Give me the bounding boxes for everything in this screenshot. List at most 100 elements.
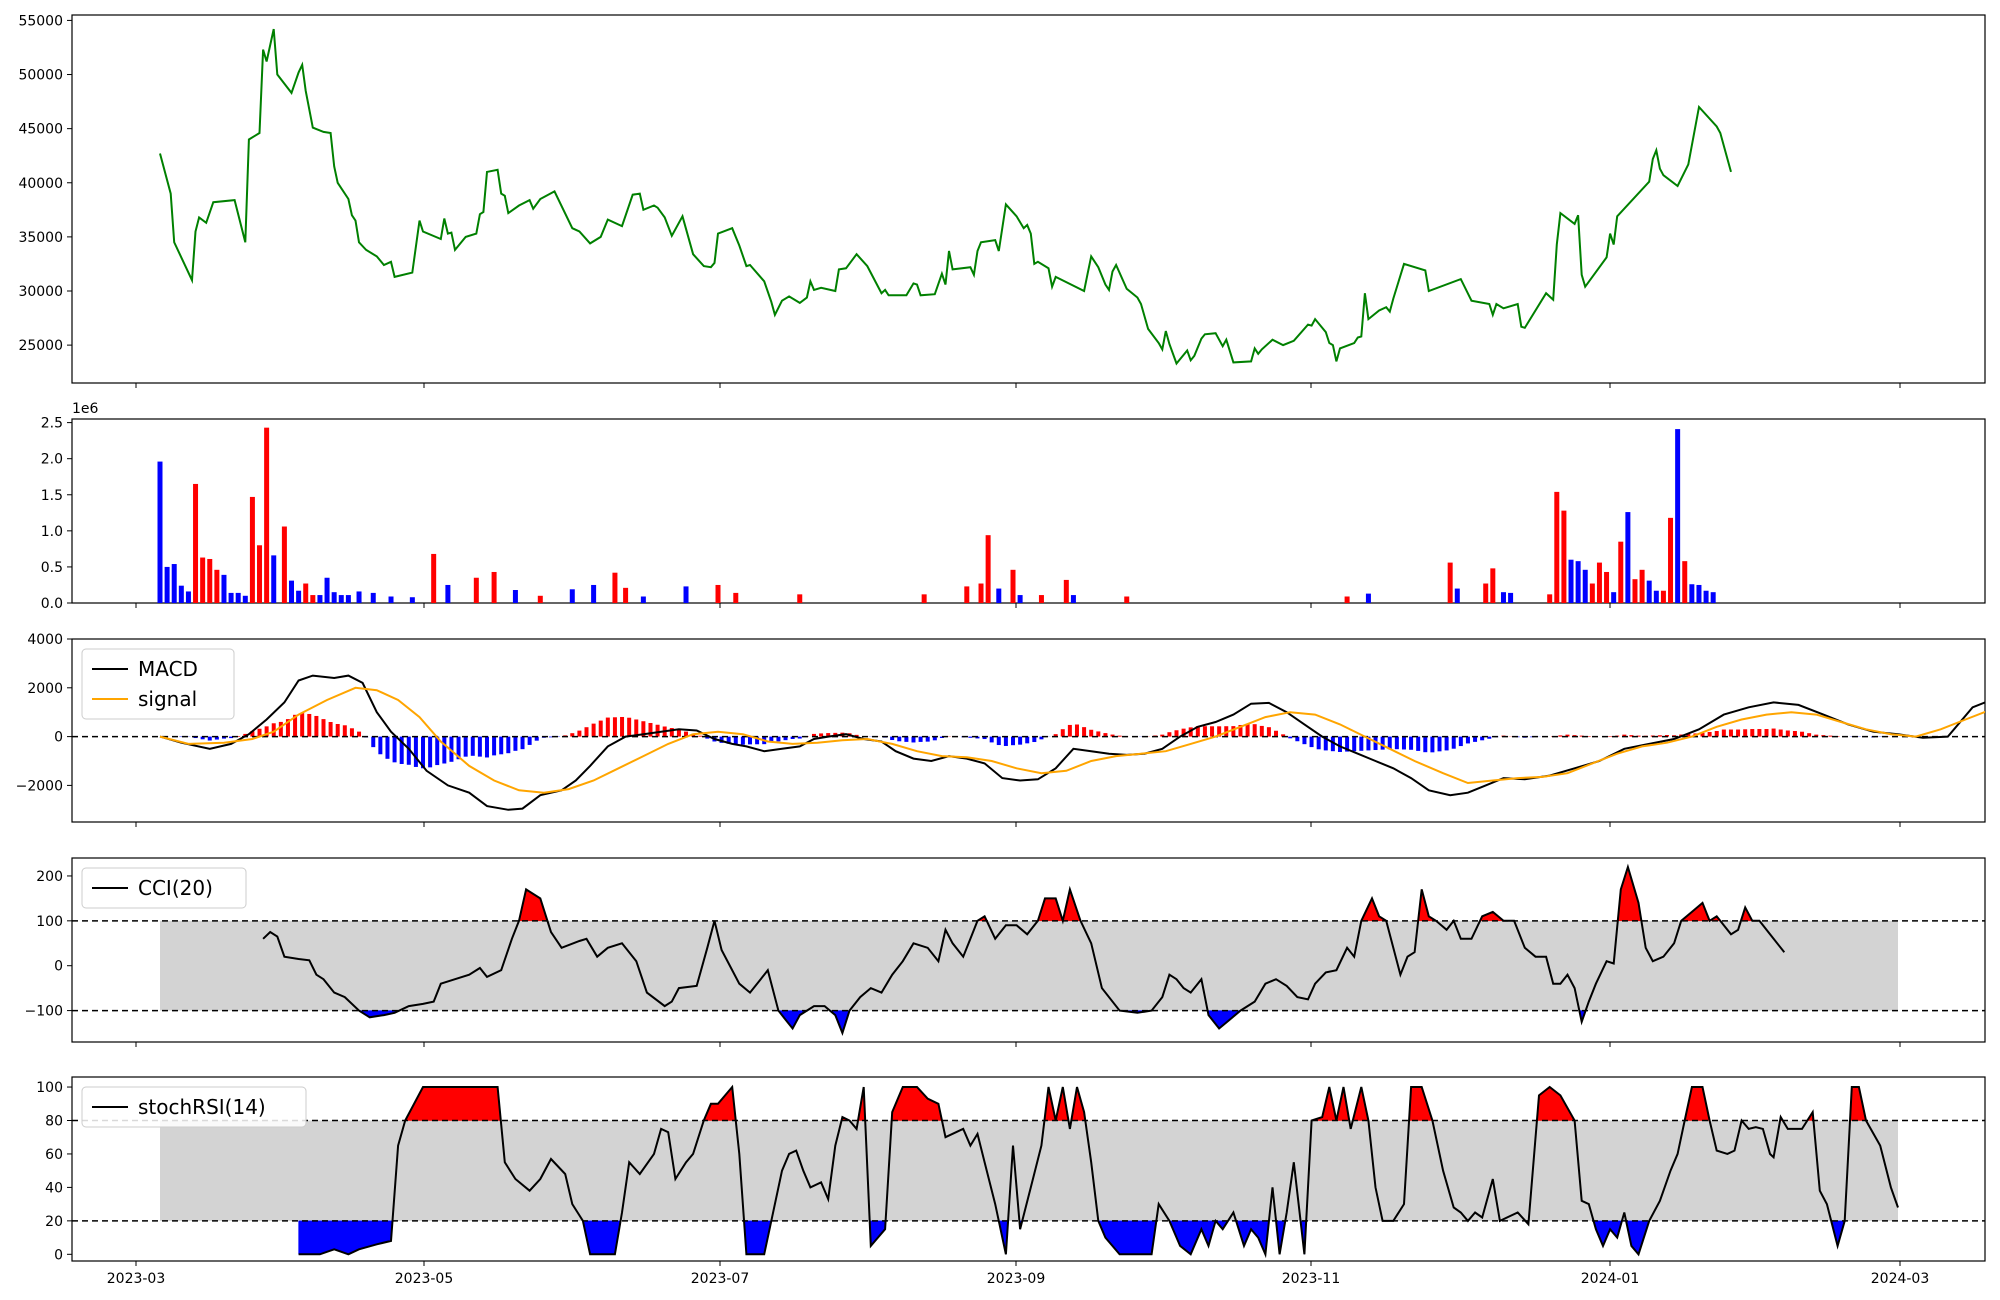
volume-bar (683, 586, 689, 603)
legend: MACD signal (81, 648, 235, 720)
legend-box (81, 867, 247, 909)
macd-histogram-bar (342, 725, 347, 737)
volume-bar (733, 592, 739, 603)
macd-histogram-bar (1380, 736, 1385, 750)
macd-histogram-bar (1636, 735, 1641, 737)
volume-bar (257, 545, 263, 603)
macd-plot (72, 674, 1985, 811)
macd-histogram-bar (747, 736, 752, 745)
y-tick-label: 20 (45, 1214, 63, 1230)
macd-histogram-bar (1387, 736, 1392, 750)
macd-histogram-bar (1174, 730, 1179, 737)
volume-bar (356, 591, 362, 603)
macd-histogram-bar (1032, 736, 1037, 743)
macd-histogram-bar (676, 729, 681, 737)
macd-histogram-bar (1714, 730, 1719, 737)
volume-bar (1675, 429, 1681, 603)
volume-bar (431, 553, 437, 603)
volume-bar (303, 583, 309, 603)
macd-histogram-bar (1323, 736, 1328, 751)
macd-histogram-bar (1025, 736, 1030, 744)
y-tick-label: 0 (54, 959, 63, 975)
y-tick-label: 2000 (27, 681, 63, 697)
macd-histogram-bar (321, 719, 326, 737)
panel-4-frame (71, 1076, 1986, 1262)
volume-bar (1582, 569, 1588, 603)
volume-bar (164, 566, 170, 603)
macd-histogram-bar (349, 728, 354, 737)
macd-histogram-bar (1181, 728, 1186, 737)
volume-bar (289, 580, 295, 603)
macd-histogram-bar (1202, 726, 1207, 737)
macd-histogram-bar (1011, 736, 1016, 746)
macd-histogram-bar (1401, 736, 1406, 750)
macd-histogram-bar (357, 731, 362, 737)
price-line (159, 28, 1732, 366)
macd-histogram-bar (1800, 731, 1805, 737)
macd-histogram-bar (1458, 736, 1463, 747)
macd-histogram-bar (975, 736, 980, 739)
macd-histogram-bar (797, 736, 802, 739)
y-tick-label: 0 (54, 730, 63, 746)
macd-histogram-bar (1529, 736, 1534, 738)
macd-histogram-bar (1210, 726, 1215, 737)
macd-line (159, 674, 1985, 811)
macd-histogram-bar (520, 736, 525, 750)
cci-line (262, 863, 1786, 1036)
macd-histogram-bar (236, 736, 241, 737)
macd-histogram-bar (1245, 723, 1250, 737)
macd-histogram-bar (1053, 734, 1058, 737)
panel-1-frame (71, 418, 1986, 604)
macd-histogram-bar (392, 736, 397, 763)
macd-histogram-bar (1664, 735, 1669, 737)
macd-histogram-bar (1352, 736, 1357, 752)
macd-histogram-bar (534, 736, 539, 741)
macd-histogram-bar (1473, 736, 1478, 742)
volume-bar (1038, 595, 1044, 603)
volume-bar (228, 592, 234, 603)
volume-bar (512, 590, 518, 603)
macd-histogram-bar (783, 736, 788, 741)
volume-bar (1490, 568, 1496, 603)
volume-bar (612, 572, 618, 603)
volume-bar (1070, 595, 1076, 603)
macd-histogram-bar (890, 736, 895, 741)
y-tick-label: 40000 (18, 176, 63, 192)
macd-histogram-bar (1728, 729, 1733, 737)
macd-histogram-bar (1316, 736, 1321, 750)
macd-histogram-bar (463, 736, 468, 757)
macd-histogram-bar (1828, 735, 1833, 737)
legend: CCI(20) (81, 867, 247, 909)
macd-histogram-bar (221, 736, 226, 739)
x-tick-label: 2024-01 (1581, 1271, 1640, 1287)
macd-histogram-bar (1430, 736, 1435, 753)
panel-2-frame (71, 638, 1986, 823)
y-tick-label: 45000 (18, 122, 63, 138)
volume-bar (409, 597, 415, 603)
macd-histogram-bar (1394, 736, 1399, 750)
overbought-fill (404, 1086, 1867, 1121)
macd-histogram-bar (527, 736, 532, 745)
macd-histogram-bar (300, 713, 305, 737)
macd-histogram-bar (1416, 736, 1421, 751)
volume-bar (338, 595, 344, 603)
macd-histogram-bar (278, 721, 283, 737)
macd-histogram-bar (627, 717, 632, 737)
macd-histogram-bar (1558, 735, 1563, 737)
volume-bar (1447, 562, 1453, 603)
macd-histogram-bar (1096, 731, 1101, 737)
macd-histogram-bar (1465, 736, 1470, 744)
y-tick-label: 30000 (18, 284, 63, 300)
macd-histogram-bar (214, 736, 219, 740)
macd-histogram-bar (1764, 729, 1769, 737)
volume-bar (221, 574, 227, 603)
volume-bar (1454, 588, 1460, 603)
volume-bar (370, 592, 376, 603)
volume-bar (996, 588, 1002, 603)
macd-histogram-bar (1721, 729, 1726, 737)
macd-histogram-bar (1807, 733, 1812, 737)
macd-histogram-bar (1188, 727, 1193, 737)
macd-histogram-bar (634, 719, 639, 737)
volume-bar (1618, 541, 1624, 603)
volume-bar (1589, 583, 1595, 603)
